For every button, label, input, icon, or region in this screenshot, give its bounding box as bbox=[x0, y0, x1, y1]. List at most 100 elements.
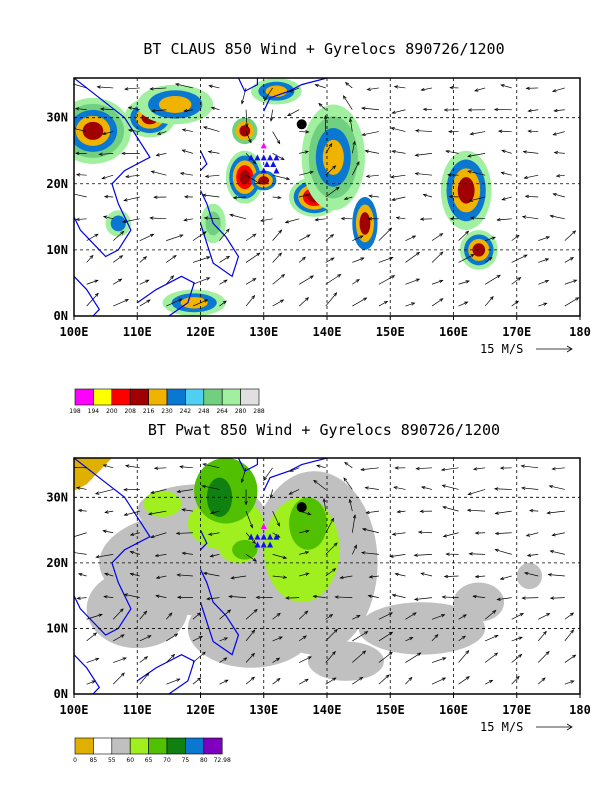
wind-arrow-head bbox=[390, 175, 395, 179]
wind-arrow bbox=[421, 87, 433, 91]
wind-arrow-head bbox=[276, 140, 281, 145]
wind-arrow-head bbox=[383, 300, 389, 305]
wind-arrow bbox=[150, 217, 167, 220]
wind-arrow-head bbox=[367, 217, 372, 221]
wind-arrow bbox=[182, 129, 193, 132]
wind-arrow bbox=[208, 532, 220, 535]
wind-arrow bbox=[105, 510, 114, 513]
wind-arrow bbox=[285, 218, 300, 223]
wind-arrow-head bbox=[206, 596, 211, 601]
wind-arrow-head bbox=[104, 510, 109, 514]
wind-arrow-head bbox=[499, 466, 505, 470]
wind-arrow-head bbox=[122, 657, 127, 661]
x-tick-label: 140E bbox=[313, 325, 342, 339]
wind-arrow bbox=[521, 487, 539, 490]
wind-arrow bbox=[362, 528, 379, 534]
wind-arrow-head bbox=[121, 151, 126, 156]
wind-arrow-head bbox=[549, 596, 555, 600]
wind-arrow bbox=[415, 153, 433, 156]
wind-arrow bbox=[245, 653, 255, 663]
x-tick-label: 170E bbox=[502, 703, 531, 717]
wind-arrow bbox=[500, 575, 512, 580]
wind-arrow-head bbox=[253, 608, 258, 613]
wind-arrow bbox=[95, 489, 114, 495]
wind-arrow bbox=[431, 634, 439, 642]
wind-arrow-head bbox=[572, 654, 577, 659]
wind-arrow-head bbox=[500, 84, 505, 88]
wind-arrow bbox=[272, 678, 281, 685]
wind-arrow bbox=[154, 467, 167, 469]
wind-arrow bbox=[102, 131, 114, 135]
gyre-location-marker bbox=[260, 533, 267, 540]
wind-arrow-head bbox=[411, 302, 416, 306]
wind-arrow bbox=[272, 636, 283, 642]
y-tick-label: 0N bbox=[54, 309, 68, 323]
wind-arrow bbox=[210, 510, 220, 514]
wind-arrow-head bbox=[314, 83, 319, 88]
wind-arrow-head bbox=[330, 517, 334, 522]
wind-arrow bbox=[511, 235, 520, 241]
wind-arrow-head bbox=[181, 508, 186, 512]
panel1-title: BT CLAUS 850 Wind + Gyrelocs 890726/1200 bbox=[143, 40, 505, 58]
wind-arrow bbox=[86, 279, 99, 285]
wind-arrow-head bbox=[170, 275, 175, 280]
wind-arrow-head bbox=[145, 279, 150, 283]
wind-arrow bbox=[272, 153, 285, 161]
wind-arrow-head bbox=[155, 575, 161, 580]
x-tick-label: 160E bbox=[439, 703, 468, 717]
wind-arrow-head bbox=[175, 531, 181, 535]
wind-arrow bbox=[124, 510, 140, 516]
wind-arrow-head bbox=[524, 194, 530, 199]
wind-arrow-head bbox=[74, 151, 80, 156]
wind-arrow bbox=[299, 194, 308, 198]
wind-arrow-head bbox=[359, 235, 364, 239]
wind-arrow bbox=[564, 257, 574, 263]
wind-arrow-head bbox=[244, 501, 248, 506]
wind-arrow bbox=[139, 656, 148, 663]
wind-arrow-head bbox=[252, 540, 256, 545]
wind-arrow bbox=[365, 487, 379, 490]
wind-arrow-head bbox=[569, 612, 575, 617]
wind-arrow-head bbox=[301, 256, 306, 261]
wind-arrow bbox=[475, 575, 486, 578]
wind-arrow bbox=[203, 463, 220, 469]
wind-arrow-head bbox=[549, 214, 554, 219]
wind-arrow bbox=[192, 231, 207, 241]
wind-arrow bbox=[219, 657, 227, 663]
wind-arrow bbox=[299, 551, 309, 555]
wind-arrow-head bbox=[208, 84, 213, 88]
wind-arrow-head bbox=[333, 542, 338, 547]
wind-arrow-head bbox=[207, 150, 213, 154]
wind-arrow bbox=[203, 572, 220, 577]
colorbar-label: 230 bbox=[161, 408, 173, 415]
wind-arrow-head bbox=[521, 486, 526, 490]
colorbar-label: 0 bbox=[73, 757, 77, 764]
wind-arrow bbox=[241, 467, 247, 483]
wind-arrow-head bbox=[465, 280, 470, 284]
wind-arrow-head bbox=[523, 571, 529, 576]
wind-arrow bbox=[538, 258, 549, 263]
wind-arrow-head bbox=[123, 593, 128, 597]
wind-arrow bbox=[405, 612, 417, 620]
wind-arrow bbox=[113, 634, 125, 642]
x-tick-label: 130E bbox=[249, 325, 278, 339]
wind-arrow bbox=[550, 550, 565, 555]
wind-arrow bbox=[378, 301, 388, 307]
wind-arrow bbox=[473, 595, 486, 598]
wind-arrow-head bbox=[489, 295, 494, 301]
wind-arrow bbox=[323, 498, 327, 512]
wind-arrow-head bbox=[518, 636, 523, 640]
wind-arrow-head bbox=[94, 279, 99, 283]
wind-arrow-head bbox=[223, 637, 229, 641]
wind-arrow-head bbox=[103, 195, 109, 199]
wind-arrow bbox=[272, 274, 285, 285]
wind-arrow bbox=[458, 280, 470, 285]
wind-arrow bbox=[86, 680, 96, 685]
wind-arrow-head bbox=[448, 195, 453, 199]
wind-arrow-head bbox=[127, 128, 133, 133]
wind-arrow-head bbox=[129, 572, 134, 577]
wind-arrow-head bbox=[334, 595, 339, 599]
colorbar-swatch bbox=[203, 388, 223, 406]
wind-arrow bbox=[470, 217, 486, 220]
wind-arrow-head bbox=[99, 107, 105, 111]
